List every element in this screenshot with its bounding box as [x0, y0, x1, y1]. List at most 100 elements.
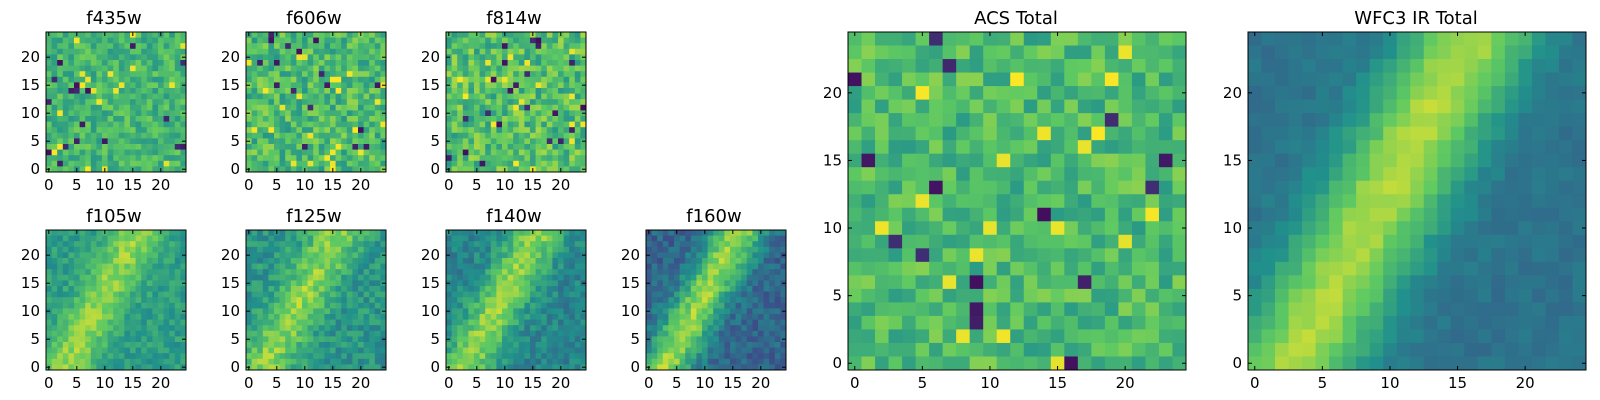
heatmap-cell [752, 314, 759, 321]
heatmap-cell [130, 269, 137, 276]
heatmap-cell [169, 54, 176, 61]
heatmap-cell [290, 138, 297, 145]
heatmap-cell [318, 302, 325, 309]
heatmap-cell [313, 358, 320, 365]
heatmap-cell [251, 230, 258, 237]
heatmap-cell [90, 82, 97, 89]
heatmap-cell [535, 110, 542, 117]
heatmap-cell [1158, 221, 1173, 236]
heatmap-cell [141, 235, 148, 242]
heatmap-cell [474, 246, 481, 253]
heatmap-cell [446, 99, 453, 106]
heatmap-cell [580, 121, 587, 128]
heatmap-cell [1158, 194, 1173, 209]
heatmap-cell [51, 132, 58, 139]
heatmap-cell [724, 246, 731, 253]
heatmap-cell [679, 314, 686, 321]
heatmap-cell [563, 336, 570, 343]
heatmap-cell [68, 160, 75, 167]
heatmap-cell [341, 235, 348, 242]
heatmap-cell [96, 308, 103, 315]
heatmap-cell [530, 93, 537, 100]
heatmap-cell [374, 76, 381, 83]
heatmap-cell [1091, 140, 1106, 155]
heatmap-cell [651, 252, 658, 259]
heatmap-cell [107, 88, 114, 95]
heatmap-cell [158, 314, 165, 321]
heatmap-cell [546, 82, 553, 89]
heatmap-cell [68, 330, 75, 337]
heatmap-cell [169, 160, 176, 167]
heatmap-cell [485, 48, 492, 55]
heatmap-cell [51, 297, 58, 304]
panel-title-acs-total: ACS Total [974, 8, 1058, 29]
heatmap-cell [530, 325, 537, 332]
heatmap-cell [685, 342, 692, 349]
heatmap-cell [718, 314, 725, 321]
heatmap-cell [296, 330, 303, 337]
heatmap-cell [490, 302, 497, 309]
heatmap-cell [102, 235, 109, 242]
heatmap-cell [1037, 194, 1052, 209]
heatmap-cell [875, 140, 890, 155]
heatmap-cell [107, 127, 114, 134]
heatmap-cell [85, 325, 92, 332]
heatmap-cell [90, 110, 97, 117]
heatmap-cell [68, 82, 75, 89]
heatmap-cell [769, 325, 776, 332]
heatmap-cell [848, 153, 863, 168]
heatmap-cell [524, 246, 531, 253]
heatmap-cell [457, 297, 464, 304]
heatmap-cell [163, 71, 170, 78]
heatmap-cell [1118, 140, 1133, 155]
heatmap-cell [569, 149, 576, 156]
heatmap-cell [135, 110, 142, 117]
heatmap-cell [1145, 221, 1160, 236]
heatmap-cell [251, 252, 258, 259]
heatmap-cell [96, 330, 103, 337]
heatmap-cell [51, 82, 58, 89]
heatmap-cell [956, 126, 971, 141]
heatmap-cell [285, 132, 292, 139]
heatmap-cell [341, 308, 348, 315]
heatmap-cell [769, 314, 776, 321]
heatmap-cell [646, 274, 653, 281]
heatmap-cell [929, 59, 944, 74]
heatmap-cell [307, 32, 314, 39]
heatmap-cell [518, 99, 525, 106]
heatmap-cell [662, 302, 669, 309]
heatmap-cell [679, 336, 686, 343]
heatmap-cell [251, 43, 258, 50]
heatmap-cell [113, 166, 120, 173]
heatmap-cell [502, 358, 509, 365]
heatmap-cell [969, 113, 984, 128]
heatmap-cell [330, 274, 337, 281]
heatmap-cell [358, 88, 365, 95]
heatmap-cell [490, 43, 497, 50]
heatmap-cell [541, 347, 548, 354]
heatmap-cell [68, 241, 75, 248]
heatmap-cell [330, 37, 337, 44]
heatmap-cell [135, 160, 142, 167]
heatmap-cell [158, 342, 165, 349]
heatmap-cell [646, 314, 653, 321]
heatmap-cell [518, 302, 525, 309]
heatmap-cell [674, 286, 681, 293]
heatmap-cell [335, 364, 342, 371]
heatmap-cell [496, 88, 503, 95]
heatmap-cell [268, 297, 275, 304]
heatmap-cell [169, 93, 176, 100]
heatmap-cell [380, 246, 387, 253]
heatmap-cell [180, 246, 187, 253]
heatmap-cell [163, 88, 170, 95]
heatmap-cell [462, 336, 469, 343]
heatmap-cell [502, 325, 509, 332]
heatmap-cell [685, 302, 692, 309]
heatmap-cell [174, 71, 181, 78]
heatmap-cell [107, 280, 114, 287]
heatmap-cell [485, 116, 492, 123]
heatmap-cell [313, 336, 320, 343]
heatmap-cell [330, 297, 337, 304]
heatmap-cell [146, 149, 153, 156]
